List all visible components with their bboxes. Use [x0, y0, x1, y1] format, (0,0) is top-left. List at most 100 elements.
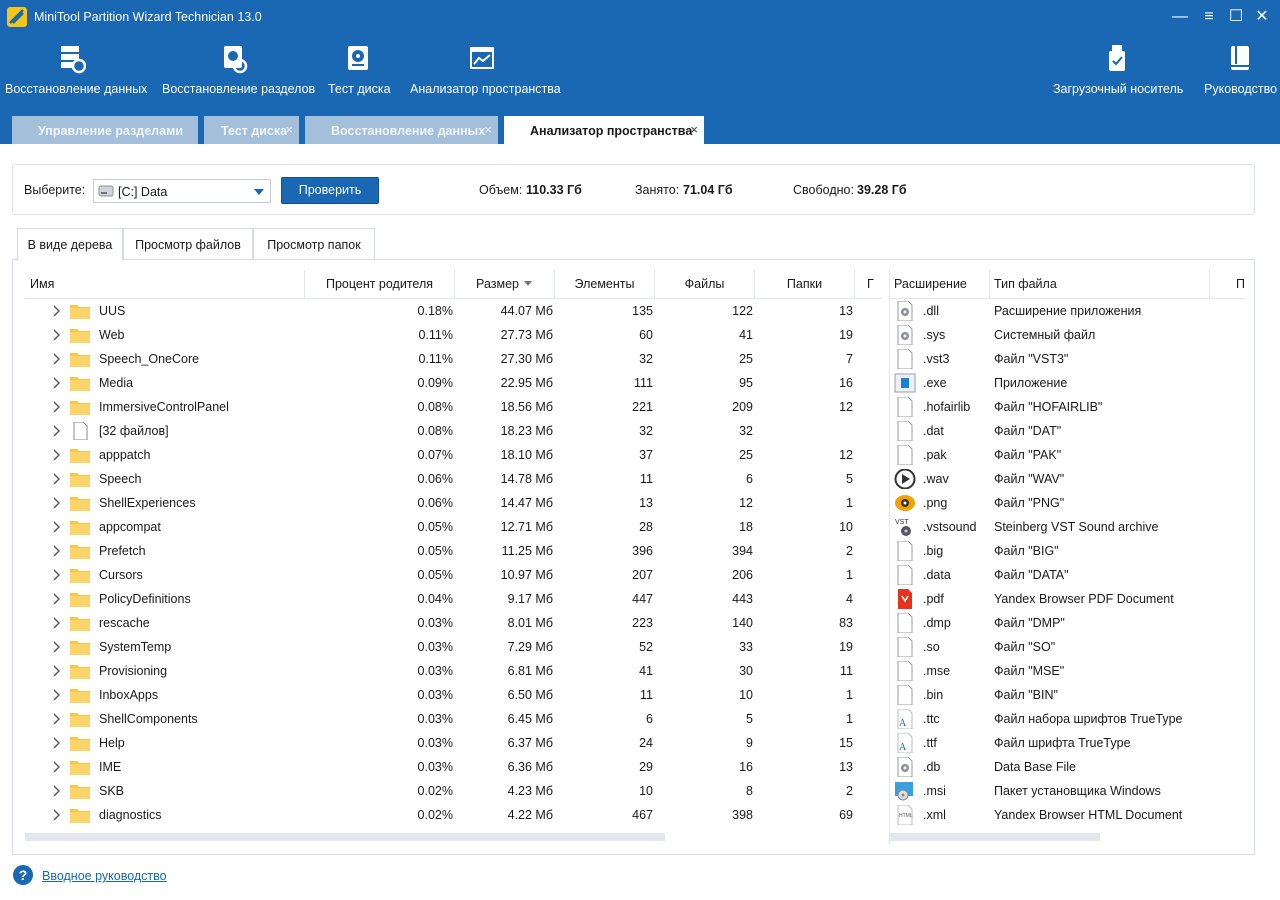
table-row[interactable]: ImmersiveControlPanel 0.08% 18.56 Мб 221 209… [25, 395, 881, 419]
help-icon[interactable]: ? [12, 864, 34, 886]
table-row[interactable]: ShellComponents 0.03% 6.45 Мб 6 5 1 [25, 707, 881, 731]
drive-select[interactable]: [C:] Data [93, 179, 271, 203]
chevron-right-icon[interactable] [53, 569, 61, 581]
table-row[interactable]: [32 файлов] 0.08% 18.23 Мб 32 32 [25, 419, 881, 443]
extension-row[interactable]: .big Файл "BIG" [890, 539, 1245, 563]
chevron-right-icon[interactable] [53, 665, 61, 677]
column-file-type[interactable]: Тип файла [990, 270, 1210, 299]
tab-partition-management[interactable]: Управление разделами [12, 116, 198, 144]
chevron-right-icon[interactable] [53, 449, 61, 461]
minimize-icon[interactable]: — [1172, 8, 1188, 25]
ribbon-bootable-media-button[interactable]: Загрузочный носитель [1053, 44, 1183, 96]
chevron-right-icon[interactable] [53, 473, 61, 485]
chevron-right-icon[interactable] [53, 785, 61, 797]
table-row[interactable]: Web 0.11% 27.73 Мб 60 41 19 [25, 323, 881, 347]
extension-row[interactable]: .dmp Файл "DMP" [890, 611, 1245, 635]
column-percent[interactable]: Процент родителя [305, 270, 455, 299]
extension-row[interactable]: .vst3 Файл "VST3" [890, 347, 1245, 371]
table-row[interactable]: SKB 0.02% 4.23 Мб 10 8 2 [25, 779, 881, 803]
chevron-right-icon[interactable] [53, 809, 61, 821]
tab-close-icon[interactable]: × [484, 122, 492, 137]
extension-row[interactable]: .hofairlib Файл "HOFAIRLIB" [890, 395, 1245, 419]
tab-disk-test[interactable]: Тест диска × [204, 116, 299, 144]
chevron-right-icon[interactable] [53, 425, 61, 437]
extension-row[interactable]: .mse Файл "MSE" [890, 659, 1245, 683]
extension-row[interactable]: .png Файл "PNG" [890, 491, 1245, 515]
extension-row[interactable]: .db Data Base File [890, 755, 1245, 779]
chevron-right-icon[interactable] [53, 305, 61, 317]
chevron-right-icon[interactable] [53, 761, 61, 773]
table-row[interactable]: apppatch 0.07% 18.10 Мб 37 25 12 [25, 443, 881, 467]
chevron-right-icon[interactable] [53, 593, 61, 605]
column-extra[interactable]: Г [867, 277, 874, 291]
help-menu-icon[interactable]: ≡ [1204, 8, 1214, 25]
close-icon[interactable]: ✕ [1255, 8, 1269, 25]
tab-folder-view[interactable]: Просмотр папок [253, 228, 375, 260]
tab-close-icon[interactable]: × [690, 122, 698, 137]
chevron-right-icon[interactable] [53, 497, 61, 509]
table-row[interactable]: Cursors 0.05% 10.97 Мб 207 206 1 [25, 563, 881, 587]
column-extra[interactable]: Пр [1236, 277, 1245, 291]
check-button[interactable]: Проверить [281, 177, 379, 204]
table-row[interactable]: rescache 0.03% 8.01 Мб 223 140 83 [25, 611, 881, 635]
extension-row[interactable]: HTML .xml Yandex Browser HTML Document [890, 803, 1245, 827]
tab-data-recovery[interactable]: Восстановление данных × [305, 116, 498, 144]
maximize-icon[interactable]: ☐ [1228, 8, 1244, 25]
extension-row[interactable]: .dll Расширение приложения [890, 299, 1245, 323]
table-row[interactable]: Help 0.03% 6.37 Мб 24 9 15 [25, 731, 881, 755]
chevron-right-icon[interactable] [53, 713, 61, 725]
table-row[interactable]: ShellExperiences 0.06% 14.47 Мб 13 12 1 [25, 491, 881, 515]
column-size[interactable]: Размер [455, 270, 555, 299]
ribbon-data-recovery-button[interactable]: Восстановление данных [5, 44, 147, 96]
extension-row[interactable]: .pdf Yandex Browser PDF Document [890, 587, 1245, 611]
chevron-right-icon[interactable] [53, 377, 61, 389]
ribbon-space-analyzer-button[interactable]: Анализатор пространства [410, 44, 561, 96]
column-extension[interactable]: Расширение [890, 270, 990, 299]
extension-row[interactable]: A .ttf Файл шрифта TrueType [890, 731, 1245, 755]
chevron-right-icon[interactable] [53, 737, 61, 749]
table-row[interactable]: UUS 0.18% 44.07 Мб 135 122 13 [25, 299, 881, 323]
extension-row[interactable]: .sys Системный файл [890, 323, 1245, 347]
chevron-right-icon[interactable] [53, 617, 61, 629]
chevron-right-icon[interactable] [53, 521, 61, 533]
extension-row[interactable]: .so Файл "SO" [890, 635, 1245, 659]
extension-horizontal-scrollbar[interactable] [890, 833, 1100, 841]
table-row[interactable]: IME 0.03% 6.36 Мб 29 16 13 [25, 755, 881, 779]
extension-row[interactable]: .dat Файл "DAT" [890, 419, 1245, 443]
extension-row[interactable]: .data Файл "DATA" [890, 563, 1245, 587]
intro-guide-link[interactable]: Вводное руководство [42, 869, 167, 883]
tab-file-view[interactable]: Просмотр файлов [123, 228, 253, 260]
table-row[interactable]: appcompat 0.05% 12.71 Мб 28 18 10 [25, 515, 881, 539]
table-row[interactable]: diagnostics 0.02% 4.22 Мб 467 398 69 [25, 803, 881, 827]
chevron-right-icon[interactable] [53, 641, 61, 653]
table-row[interactable]: Provisioning 0.03% 6.81 Мб 41 30 11 [25, 659, 881, 683]
tab-space-analyzer[interactable]: Анализатор пространства × [504, 116, 704, 144]
table-row[interactable]: Speech 0.06% 14.78 Мб 11 6 5 [25, 467, 881, 491]
extension-row[interactable]: VST .vstsound Steinberg VST Sound archive [890, 515, 1245, 539]
chevron-right-icon[interactable] [53, 401, 61, 413]
chevron-right-icon[interactable] [53, 329, 61, 341]
column-folders[interactable]: Папки [755, 270, 855, 299]
extension-row[interactable]: A .ttc Файл набора шрифтов TrueType [890, 707, 1245, 731]
chevron-right-icon[interactable] [53, 689, 61, 701]
ribbon-partition-recovery-button[interactable]: Восстановление разделов [162, 44, 315, 96]
tree-horizontal-scrollbar[interactable] [25, 833, 665, 841]
table-row[interactable]: PolicyDefinitions 0.04% 9.17 Мб 447 443 4 [25, 587, 881, 611]
extension-row[interactable]: .pak Файл "PAK" [890, 443, 1245, 467]
extension-row[interactable]: .exe Приложение [890, 371, 1245, 395]
tab-close-icon[interactable]: × [285, 122, 293, 137]
ribbon-manual-button[interactable]: Руководство [1204, 44, 1277, 96]
table-row[interactable]: Speech_OneCore 0.11% 27.30 Мб 32 25 7 [25, 347, 881, 371]
column-files[interactable]: Файлы [655, 270, 755, 299]
table-row[interactable]: SystemTemp 0.03% 7.29 Мб 52 33 19 [25, 635, 881, 659]
extension-row[interactable]: .wav Файл "WAV" [890, 467, 1245, 491]
chevron-right-icon[interactable] [53, 545, 61, 557]
ribbon-disk-test-button[interactable]: Тест диска [328, 44, 391, 96]
chevron-right-icon[interactable] [53, 353, 61, 365]
table-row[interactable]: Prefetch 0.05% 11.25 Мб 396 394 2 [25, 539, 881, 563]
column-items[interactable]: Элементы [555, 270, 655, 299]
table-row[interactable]: Media 0.09% 22.95 Мб 111 95 16 [25, 371, 881, 395]
tab-tree-view[interactable]: В виде дерева [17, 228, 123, 261]
table-row[interactable]: InboxApps 0.03% 6.50 Мб 11 10 1 [25, 683, 881, 707]
extension-row[interactable]: .bin Файл "BIN" [890, 683, 1245, 707]
